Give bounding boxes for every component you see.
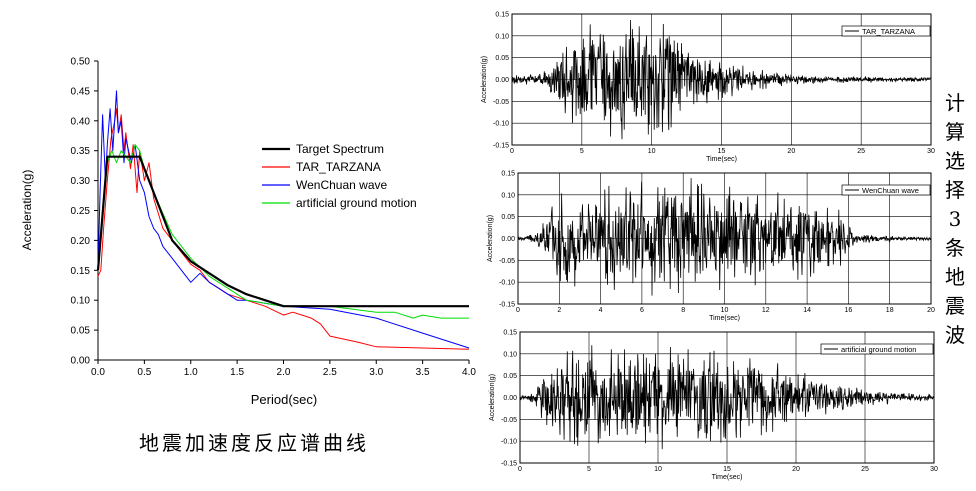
- acceleration-trace: [517, 178, 932, 296]
- spectrum-x-tick-label: 0.0: [91, 367, 105, 378]
- plot-frame: [511, 13, 932, 146]
- x-tick-label: 2: [557, 307, 561, 314]
- x-tick-label: 20: [792, 466, 800, 473]
- spectrum-x-tick-label: 2.0: [277, 367, 291, 378]
- legend-box: [841, 184, 931, 196]
- legend-label: artificial ground motion: [841, 345, 916, 354]
- y-tick-label: 0.00: [501, 236, 515, 243]
- y-tick-label: -0.15: [499, 302, 515, 309]
- spectrum-series-wenchuan-wave: [97, 90, 470, 349]
- y-tick-label: 0.00: [495, 77, 509, 84]
- legend-box: [841, 25, 931, 37]
- x-tick-label: 25: [861, 466, 869, 473]
- x-tick-label: 15: [723, 466, 731, 473]
- x-axis-label: Time(sec): [706, 156, 737, 163]
- x-tick-label: 5: [580, 148, 584, 155]
- acceleration-trace: [519, 345, 934, 450]
- spectrum-y-tick-label: 0.45: [71, 86, 91, 97]
- legend-label: TAR_TARZANA: [862, 27, 915, 36]
- spectrum-y-label: Acceleration(g): [20, 170, 34, 251]
- x-tick-label: 14: [803, 307, 811, 314]
- legend-label: Target Spectrum: [296, 142, 384, 156]
- x-tick-label: 10: [721, 307, 729, 314]
- spectrum-x-tick-label: 3.0: [369, 367, 383, 378]
- legend-box: [820, 343, 934, 355]
- spectrum-x-tick-label: 0.5: [137, 367, 151, 378]
- time-history-chart-artificial: 0 5 10 15 20 25 30 -0.15 -0.10 -0.05 0.00 0.05 0.10 0…: [489, 330, 938, 482]
- spectrum-y-tick-label: 0.00: [71, 356, 91, 367]
- spectrum-x-tick-label: 1.5: [230, 367, 244, 378]
- x-tick-label: 15: [718, 148, 726, 155]
- spectrum-y-tick-label: 0.40: [71, 116, 91, 127]
- spectrum-y-tick-label: 0.35: [71, 146, 91, 157]
- spectrum-x-tick-label: 1.0: [184, 367, 198, 378]
- y-tick-label: -0.15: [493, 143, 509, 150]
- spectrum-series-target-spectrum: [96, 155, 469, 308]
- legend-label: WenChuan wave: [296, 178, 387, 192]
- legend-label: TAR_TARZANA: [296, 160, 381, 174]
- figure-caption: 地震加速度反应谱曲线: [139, 431, 369, 455]
- response-spectrum-chart: 0.0 0.5 1.0 1.5 2.0 2.5 3.0 3.5 4.0 0.00 0.05 0.10 0…: [20, 57, 476, 408]
- y-tick-label: 0.10: [503, 351, 517, 358]
- spectrum-y-tick-label: 0.20: [71, 236, 91, 247]
- x-tick-label: 20: [927, 307, 935, 314]
- x-tick-label: 0: [518, 466, 522, 473]
- spectrum-x-tick-label: 4.0: [462, 367, 476, 378]
- x-tick-label: 6: [640, 307, 644, 314]
- y-tick-label: 0.10: [495, 33, 509, 40]
- y-axis-label: Acceleration(g): [489, 374, 496, 421]
- x-tick-label: 8: [681, 307, 685, 314]
- legend-label: artificial ground motion: [296, 196, 417, 210]
- side-caption: 计算选择 3 条地震波: [945, 91, 965, 347]
- time-history-chart-tarzana: 0 5 10 15 20 25 30 -0.15 -0.10 -0.05 0.00 0.05 0.10 0…: [481, 12, 935, 164]
- y-tick-label: 0.00: [503, 395, 517, 402]
- x-axis-label: Time(sec): [709, 315, 740, 322]
- spectrum-y-tick-label: 0.15: [71, 266, 91, 277]
- y-tick-label: -0.05: [493, 99, 509, 106]
- x-tick-label: 18: [886, 307, 894, 314]
- spectrum-y-tick-label: 0.30: [71, 176, 91, 187]
- spectrum-x-tick-label: 2.5: [323, 367, 337, 378]
- acceleration-trace: [511, 19, 932, 140]
- y-tick-label: 0.15: [501, 171, 515, 178]
- spectrum-series-artificial-ground-motion: [97, 144, 469, 319]
- y-tick-label: 0.05: [503, 373, 517, 380]
- x-tick-label: 10: [654, 466, 662, 473]
- y-tick-label: 0.15: [503, 330, 517, 337]
- x-tick-label: 5: [587, 466, 591, 473]
- y-axis-label: Acceleration(g): [481, 56, 488, 103]
- y-tick-label: 0.15: [495, 12, 509, 19]
- y-tick-label: -0.05: [501, 417, 517, 424]
- x-tick-label: 20: [787, 148, 795, 155]
- legend-label: WenChuan wave: [862, 186, 919, 195]
- spectrum-y-tick-label: 0.10: [71, 296, 91, 307]
- spectrum-y-tick-label: 0.25: [71, 206, 91, 217]
- x-tick-label: 4: [599, 307, 603, 314]
- x-axis-label: Time(sec): [712, 474, 743, 481]
- y-tick-label: -0.10: [501, 439, 517, 446]
- y-tick-label: 0.05: [495, 55, 509, 62]
- y-tick-label: -0.10: [499, 280, 515, 287]
- y-tick-label: -0.05: [499, 258, 515, 265]
- y-tick-label: 0.05: [501, 214, 515, 221]
- y-tick-label: 0.10: [501, 192, 515, 199]
- spectrum-y-tick-label: 0.05: [71, 326, 91, 337]
- y-axis-label: Acceleration(g): [487, 215, 494, 262]
- x-tick-label: 30: [927, 148, 935, 155]
- x-tick-label: 30: [930, 466, 938, 473]
- time-history-chart-wenchuan: 0 2 4 6 8 10 12 14 16 18 20 -0.15 -0.10 -0.05 0.00 0.05…: [487, 171, 935, 323]
- x-tick-label: 0: [516, 307, 520, 314]
- x-tick-label: 10: [648, 148, 656, 155]
- spectrum-y-tick-label: 0.50: [71, 57, 91, 68]
- x-tick-label: 12: [762, 307, 770, 314]
- x-tick-label: 16: [845, 307, 853, 314]
- y-tick-label: -0.10: [493, 121, 509, 128]
- x-tick-label: 0: [510, 148, 514, 155]
- spectrum-legend: Target Spectrum TAR_TARZANA WenChuan wave a…: [262, 142, 417, 210]
- x-tick-label: 25: [857, 148, 865, 155]
- spectrum-x-tick-label: 3.5: [416, 367, 430, 378]
- y-tick-label: -0.15: [501, 461, 517, 468]
- spectrum-x-label: Period(sec): [251, 392, 317, 407]
